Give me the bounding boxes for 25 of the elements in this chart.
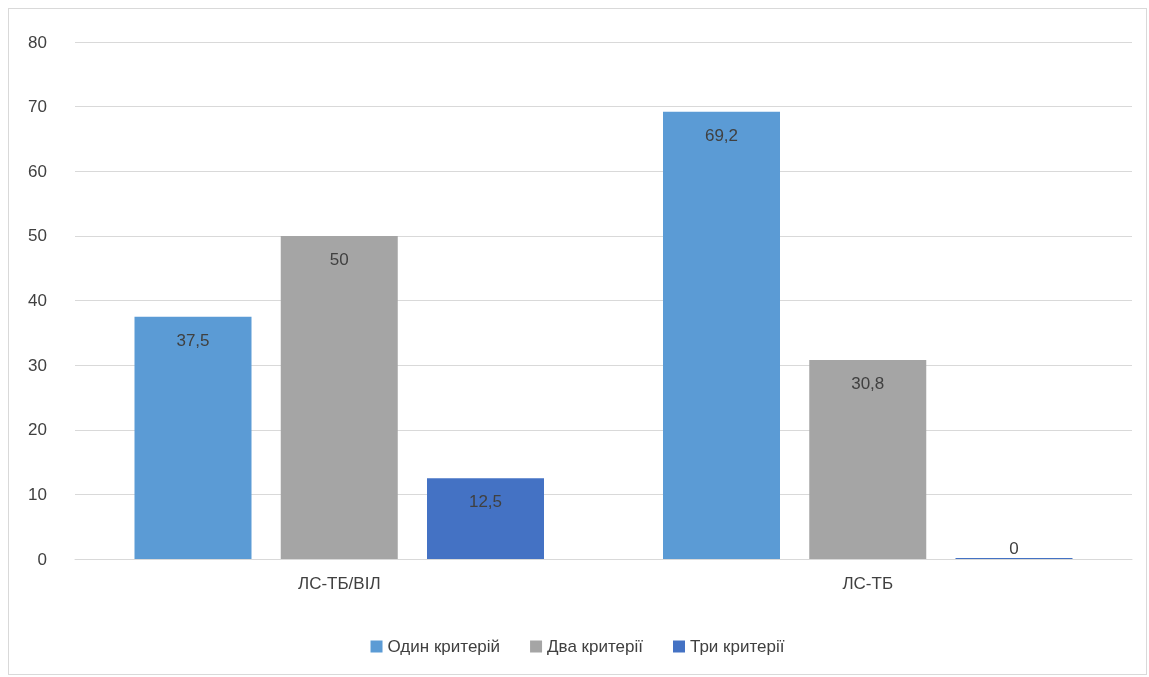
x-tick-label: ЛС-ТБ (842, 574, 894, 593)
bar (280, 235, 398, 559)
y-tick-label: 20 (28, 420, 47, 440)
y-tick-label: 70 (28, 97, 47, 117)
bar (663, 111, 780, 559)
data-label: 69,2 (704, 125, 739, 145)
legend-label: Один критерій (387, 637, 501, 656)
data-label: 0 (1009, 539, 1019, 558)
y-tick-label: 60 (28, 161, 47, 181)
y-tick-label: 10 (28, 484, 47, 504)
data-label: 12,5 (468, 492, 503, 512)
y-tick-label: 30 (28, 355, 47, 375)
bar (809, 359, 927, 559)
bar (427, 478, 544, 559)
y-tick-label: 50 (28, 226, 47, 246)
bar (134, 316, 252, 559)
data-label: 50 (329, 249, 349, 269)
legend-label: Два критерії (547, 637, 644, 656)
data-label: 30,8 (851, 373, 885, 393)
y-tick-label: 80 (28, 32, 47, 52)
legend-label: Три критерії (689, 637, 785, 656)
data-label: 37,5 (176, 330, 210, 350)
y-tick-label: 40 (28, 291, 47, 310)
x-tick-label: ЛС-ТБ/ВІЛ (297, 574, 381, 593)
y-tick-label: 0 (37, 549, 47, 569)
